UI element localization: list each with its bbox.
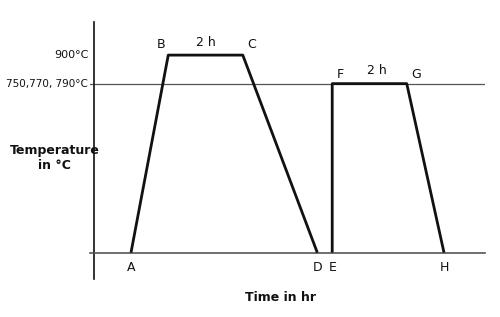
Text: 900°C: 900°C <box>54 50 88 60</box>
Text: C: C <box>247 38 256 51</box>
Text: E: E <box>328 261 336 274</box>
Text: 2 h: 2 h <box>196 36 216 49</box>
Text: A: A <box>126 261 135 274</box>
Text: F: F <box>336 68 344 81</box>
Text: G: G <box>411 68 420 81</box>
Text: 750,770, 790°C: 750,770, 790°C <box>6 79 88 89</box>
Text: H: H <box>440 261 448 274</box>
Text: D: D <box>312 261 322 274</box>
Text: 2 h: 2 h <box>367 64 387 77</box>
Text: Time in hr: Time in hr <box>244 291 316 304</box>
Text: B: B <box>157 38 166 51</box>
Text: Temperature
in °C: Temperature in °C <box>10 144 100 172</box>
